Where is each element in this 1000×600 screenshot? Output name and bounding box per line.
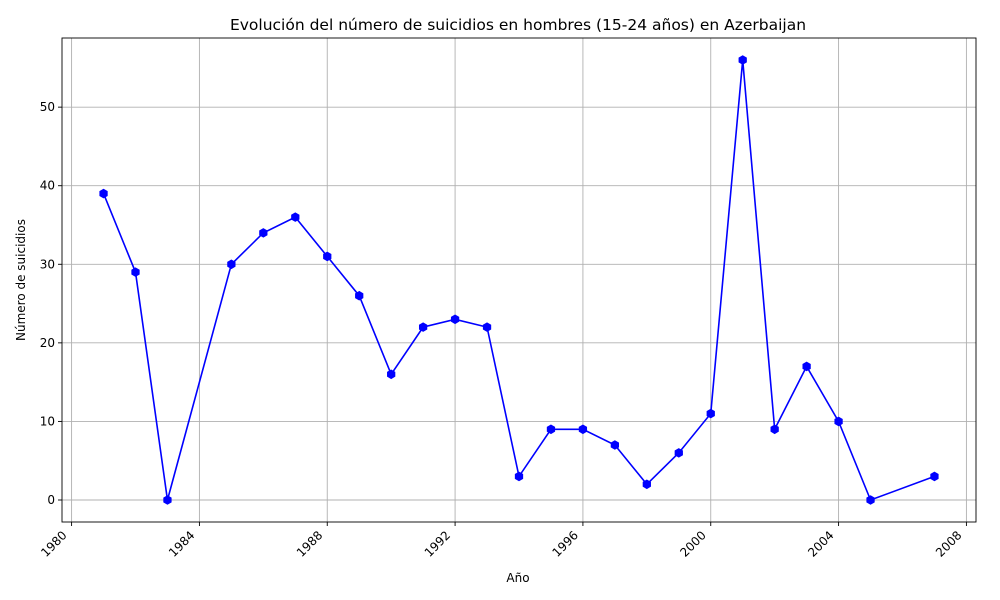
y-axis-label: Número de suicidios <box>14 219 28 341</box>
data-point-1981 <box>99 188 108 199</box>
data-point-1986 <box>259 228 268 238</box>
data-point-2005 <box>866 495 875 505</box>
data-point-1997 <box>610 440 620 450</box>
data-point-1982 <box>131 267 140 277</box>
x-axis-label: Año <box>506 571 529 585</box>
x-tick-label: 1980 <box>38 528 69 559</box>
data-point-2002 <box>770 424 779 435</box>
data-point-2003 <box>802 361 811 372</box>
x-tick-label: 1996 <box>550 528 581 559</box>
data-point-1990 <box>387 369 396 380</box>
y-tick-label: 10 <box>40 414 55 428</box>
series-group <box>99 55 939 505</box>
x-tick-label: 2004 <box>805 528 836 559</box>
data-point-2001 <box>738 55 747 65</box>
plot-area <box>61 37 977 523</box>
x-tick-label: 1988 <box>294 528 325 559</box>
data-point-1989 <box>355 290 364 301</box>
data-point-1994 <box>514 471 524 482</box>
series-line <box>102 59 935 502</box>
grid <box>62 38 976 522</box>
y-axis: 0 10 20 30 40 50 <box>40 100 62 507</box>
data-point-2000 <box>706 408 715 419</box>
x-axis: 1980 1984 1988 1992 1996 2000 2004 2008 <box>38 522 967 560</box>
data-point-1999 <box>674 448 683 458</box>
data-point-1983 <box>163 495 172 505</box>
data-point-2004 <box>834 416 843 427</box>
data-point-2007 <box>930 471 939 482</box>
data-point-1998 <box>642 479 651 490</box>
y-tick-label: 20 <box>40 336 55 350</box>
x-tick-label: 1984 <box>166 528 197 559</box>
data-point-1993 <box>482 322 492 332</box>
data-point-1991 <box>418 322 428 332</box>
x-tick-label: 1992 <box>422 528 453 559</box>
y-tick-label: 50 <box>40 100 55 114</box>
x-tick-label: 2008 <box>933 528 964 559</box>
chart-title: Evolución del número de suicidios en hom… <box>230 16 806 34</box>
data-point-1987 <box>291 212 300 222</box>
y-tick-label: 40 <box>40 179 55 193</box>
x-tick-label: 2000 <box>677 528 708 559</box>
data-point-1996 <box>578 424 588 435</box>
y-tick-label: 0 <box>47 493 55 507</box>
y-tick-label: 30 <box>40 257 55 271</box>
data-point-1988 <box>323 251 332 262</box>
data-point-1992 <box>450 314 460 325</box>
data-point-1995 <box>546 424 556 435</box>
data-point-1985 <box>227 259 236 270</box>
